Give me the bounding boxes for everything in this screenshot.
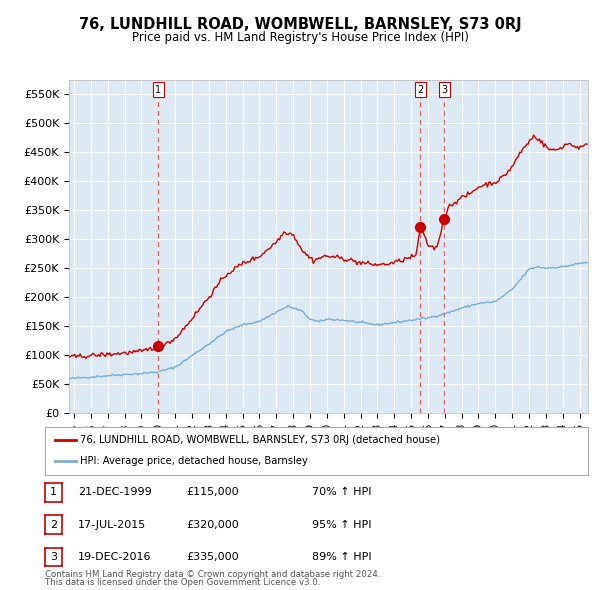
Text: £320,000: £320,000: [186, 520, 239, 529]
Text: 95% ↑ HPI: 95% ↑ HPI: [312, 520, 371, 529]
Text: 21-DEC-1999: 21-DEC-1999: [78, 487, 152, 497]
Text: 2: 2: [417, 84, 423, 94]
Text: This data is licensed under the Open Government Licence v3.0.: This data is licensed under the Open Gov…: [45, 578, 320, 587]
Text: 2: 2: [50, 520, 57, 529]
Text: HPI: Average price, detached house, Barnsley: HPI: Average price, detached house, Barn…: [80, 457, 308, 467]
Text: 1: 1: [155, 84, 161, 94]
Text: 89% ↑ HPI: 89% ↑ HPI: [312, 552, 371, 562]
Text: 3: 3: [50, 552, 57, 562]
Text: 76, LUNDHILL ROAD, WOMBWELL, BARNSLEY, S73 0RJ: 76, LUNDHILL ROAD, WOMBWELL, BARNSLEY, S…: [79, 17, 521, 31]
Text: 3: 3: [441, 84, 447, 94]
Text: 70% ↑ HPI: 70% ↑ HPI: [312, 487, 371, 497]
Text: 17-JUL-2015: 17-JUL-2015: [78, 520, 146, 529]
Text: 1: 1: [50, 487, 57, 497]
Text: 19-DEC-2016: 19-DEC-2016: [78, 552, 151, 562]
Text: Contains HM Land Registry data © Crown copyright and database right 2024.: Contains HM Land Registry data © Crown c…: [45, 570, 380, 579]
Text: £335,000: £335,000: [186, 552, 239, 562]
Text: 76, LUNDHILL ROAD, WOMBWELL, BARNSLEY, S73 0RJ (detached house): 76, LUNDHILL ROAD, WOMBWELL, BARNSLEY, S…: [80, 435, 440, 445]
Text: Price paid vs. HM Land Registry's House Price Index (HPI): Price paid vs. HM Land Registry's House …: [131, 31, 469, 44]
Text: £115,000: £115,000: [186, 487, 239, 497]
